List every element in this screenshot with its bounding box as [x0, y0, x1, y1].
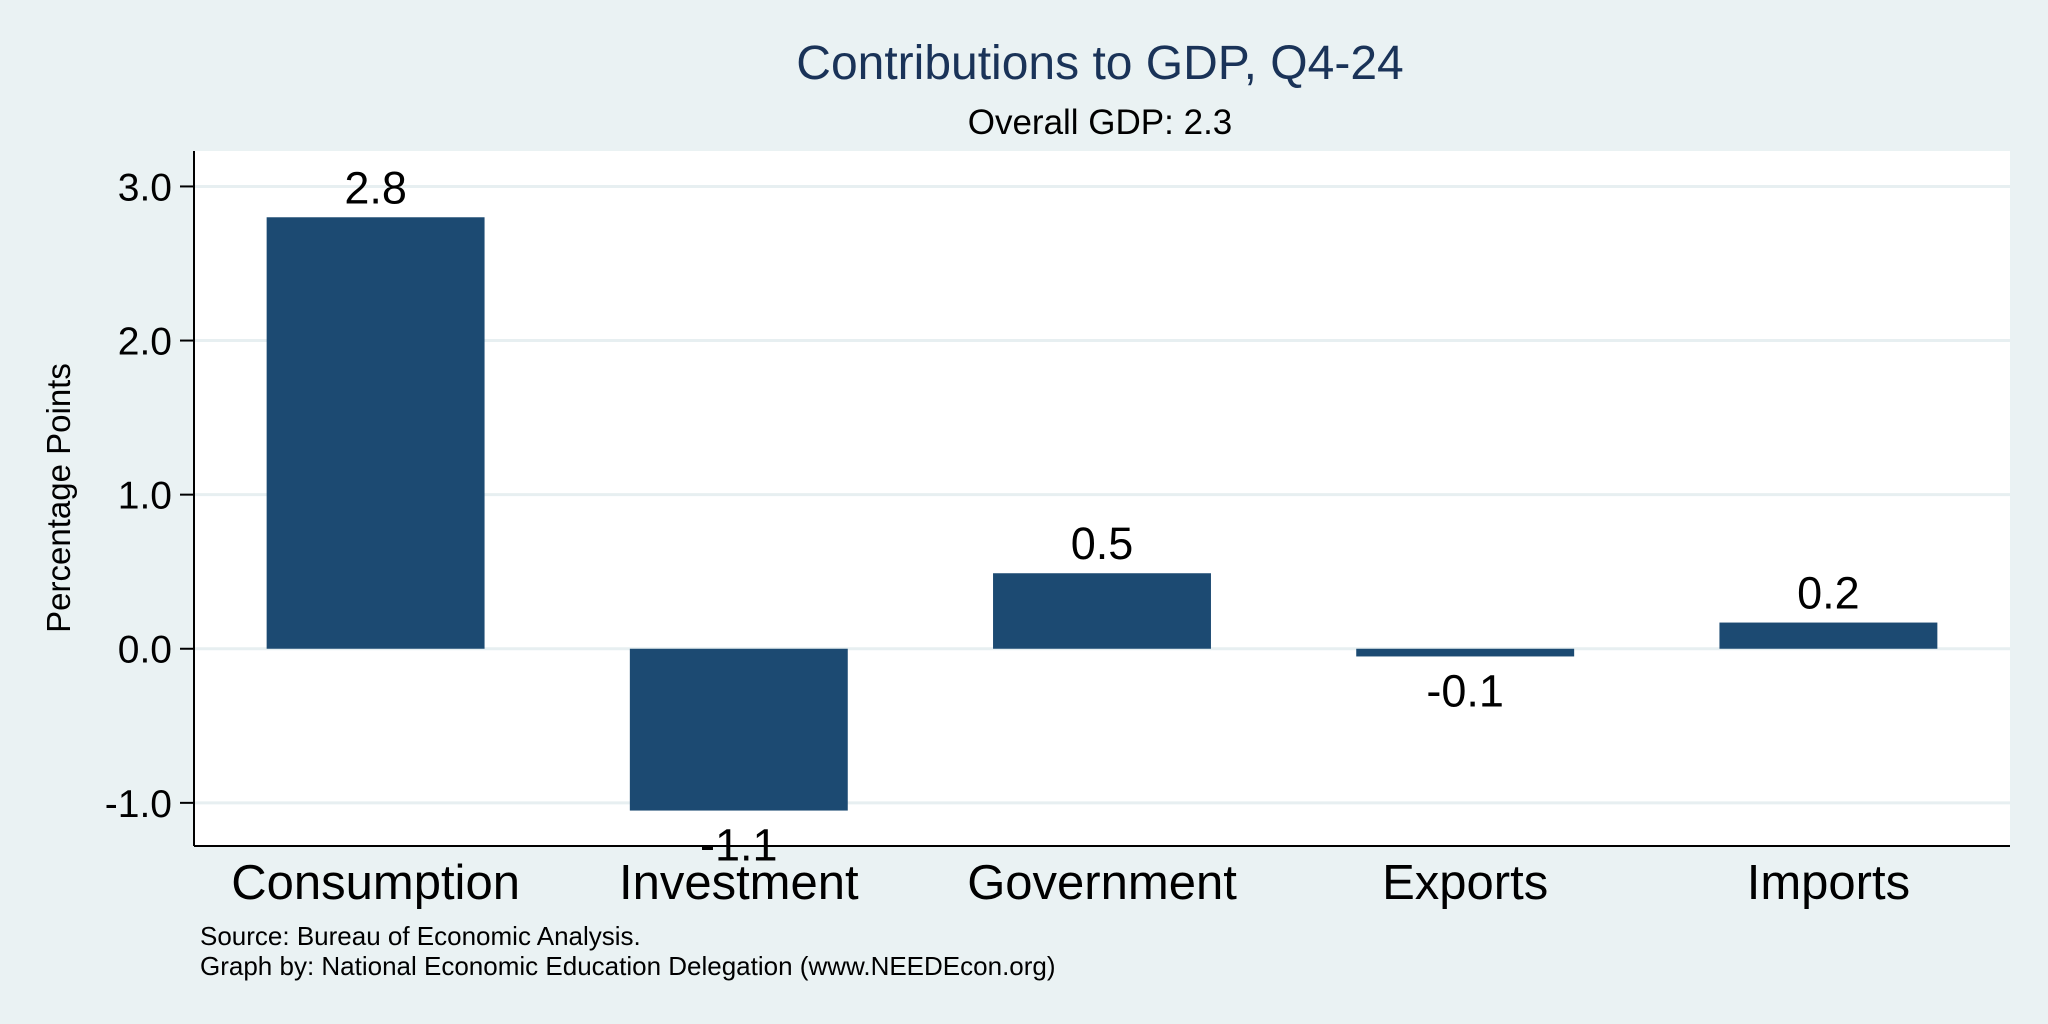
bar-value-label: 2.8: [344, 162, 407, 213]
plot-area: [194, 151, 2010, 846]
y-tick-label: 3.0: [118, 166, 172, 209]
y-ticks: -1.0 0.0 1.0 2.0 3.0: [105, 166, 194, 826]
bar-value-label: 0.5: [1071, 518, 1134, 569]
category-label: Imports: [1747, 856, 1910, 910]
bars: [266, 217, 1938, 811]
y-tick-label: 2.0: [118, 321, 172, 364]
bar-value-label: 0.2: [1797, 568, 1860, 619]
gridlines: [194, 184, 2010, 805]
source-note: Source: Bureau of Economic Analysis.: [200, 921, 641, 951]
y-tick-label: -1.0: [105, 783, 172, 826]
bar: [993, 573, 1211, 649]
axes: [193, 151, 2010, 847]
y-tick-label: 1.0: [118, 475, 172, 518]
category-label: Investment: [619, 856, 859, 910]
bar: [1356, 648, 1575, 657]
category-label: Consumption: [231, 856, 520, 910]
credit-note: Graph by: National Economic Education De…: [200, 951, 1056, 981]
bar: [1719, 622, 1938, 649]
category-label: Government: [967, 856, 1237, 910]
category-labels: Consumption Investment Government Exports Im…: [231, 856, 1910, 910]
bar: [266, 217, 485, 649]
category-label: Exports: [1382, 856, 1548, 910]
bar-value-label: -0.1: [1426, 665, 1504, 716]
chart-subtitle: Overall GDP: 2.3: [968, 103, 1233, 142]
value-labels: 2.8 -1.1 0.5 -0.1 0.2: [344, 162, 1859, 870]
bar-value-label: -1.1: [700, 820, 778, 871]
y-axis-label: Percentage Points: [40, 363, 77, 633]
chart-title: Contributions to GDP, Q4-24: [796, 37, 1403, 90]
y-tick-label: 0.0: [118, 629, 172, 672]
bar: [629, 648, 848, 811]
